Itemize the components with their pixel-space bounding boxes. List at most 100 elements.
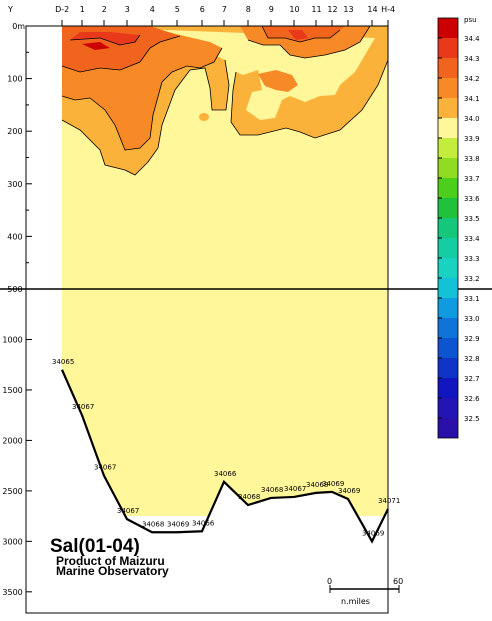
colorbar-label: 32.9 (464, 335, 480, 343)
contour-line-34.2 (61, 47, 223, 151)
depth-axis: 0m 100 200 300 400 1000 1500 2000 2500 3000 3500 50… (2, 22, 32, 597)
colorbar-swatch (438, 378, 458, 398)
colorbar-swatch (438, 258, 458, 278)
bottom-value-label: 34067 (94, 464, 116, 472)
station-axis: D-2 1 2 3 4 5 6 7 8 9 10 11 12 13 14 H-4 (55, 5, 395, 26)
bottom-value-label: 34068 (238, 493, 260, 501)
contour-band-34.4 (70, 30, 308, 45)
colorbar-swatch (438, 38, 458, 58)
contour-band-34.5 (82, 42, 110, 50)
bottom-value-label: 34069 (322, 480, 344, 488)
colorbar-swatch (438, 358, 458, 378)
colorbar-swatch (438, 418, 458, 438)
bottom-value-label: 34068 (142, 520, 164, 528)
colorbar-label: 32.6 (464, 395, 480, 403)
depth-tick-label: 3000 (2, 537, 22, 546)
bottom-profile-line (60, 369, 389, 544)
y-corner-label: Y (7, 5, 13, 14)
station-label: 1 (80, 5, 85, 14)
colorbar-label: 32.7 (464, 375, 480, 383)
station-label: 6 (200, 5, 205, 14)
bottom-value-label: 34067 (72, 403, 94, 411)
colorbar-swatch (438, 178, 458, 198)
seafloor-mask (62, 369, 388, 612)
colorbar-swatch (438, 218, 458, 238)
depth-tick-label: 200 (7, 127, 22, 136)
bottom-value-label: 34068 (306, 481, 328, 489)
station-label: D-2 (55, 5, 69, 14)
colorbar-label: 33.3 (464, 255, 480, 263)
colorbar-swatch (438, 298, 458, 318)
bottom-value-label: 34065 (52, 358, 74, 366)
colorbar-label: 33.7 (464, 175, 480, 183)
scale-bar-unit: n.miles (341, 597, 370, 606)
contour-fills (62, 26, 388, 516)
depth-tick-label: 0m (12, 22, 25, 31)
station-label: 3 (125, 5, 130, 14)
colorbar-label: 33.1 (464, 295, 480, 303)
colorbar-label: 34.2 (464, 75, 480, 83)
contour-line-34.3-east (261, 25, 341, 43)
station-label: 5 (175, 5, 180, 14)
subtitle-line-2: Marine Observatory (56, 564, 169, 578)
subtitle-line-1: Product of Maizuru (56, 554, 165, 568)
colorbar-label: 33.5 (464, 215, 480, 223)
bottom-value-label: 34069 (338, 487, 360, 495)
station-label: 14 (367, 5, 377, 14)
station-label: 12 (327, 5, 337, 14)
station-label: 8 (246, 5, 251, 14)
station-label: 10 (289, 5, 299, 14)
colorbar-label: 33.2 (464, 275, 480, 283)
scale-bar-start: 0 (327, 577, 332, 586)
colorbar-swatch (438, 318, 458, 338)
bottom-value-label: 34068 (261, 486, 283, 494)
colorbar: 34.4 34.3 34.2 34.1 34.0 33.9 33.8 33.7 33.6 33.5… (437, 17, 480, 439)
colorbar-swatch (438, 78, 458, 98)
colorbar-swatch (438, 278, 458, 298)
station-label: 7 (222, 5, 227, 14)
colorbar-label: 34.1 (464, 95, 480, 103)
depth-tick-label: 1500 (2, 386, 22, 395)
scale-bar: 0 60 n.miles (327, 577, 403, 606)
colorbar-swatch (438, 138, 458, 158)
colorbar-swatch (438, 58, 458, 78)
contour-lines (61, 25, 389, 176)
depth-tick-label: 400 (7, 232, 22, 241)
colorbar-label: 32.5 (464, 415, 480, 423)
station-label: 9 (269, 5, 274, 14)
plot-frame (25, 25, 389, 614)
bottom-value-label: 34066 (214, 470, 237, 478)
contour-line-34.2-east (247, 25, 371, 59)
bottom-value-label: 34067 (117, 507, 139, 515)
depth-tick-label: 500 (7, 285, 22, 294)
bottom-value-label: 34069 (167, 520, 189, 528)
station-label: 2 (102, 5, 107, 14)
colorbar-swatch (438, 198, 458, 218)
bottom-value-label: 34067 (284, 485, 306, 493)
depth-tick-label: 300 (7, 180, 22, 189)
station-label: 13 (343, 5, 353, 14)
colorbar-swatch (438, 158, 458, 178)
station-label: H-4 (381, 5, 395, 14)
colorbar-label: 34.4 (464, 35, 480, 43)
colorbar-swatch (438, 18, 458, 38)
colorbar-swatch (438, 398, 458, 418)
colorbar-swatch (438, 118, 458, 138)
contour-line-34.3 (61, 35, 181, 73)
colorbar-label: 33.8 (464, 155, 480, 163)
colorbar-swatch (438, 338, 458, 358)
station-label: 4 (150, 5, 155, 14)
colorbar-label: 33.0 (464, 315, 480, 323)
contour-spot (199, 113, 209, 121)
depth-tick-label: 2000 (2, 436, 22, 445)
depth-tick-label: 2500 (2, 487, 22, 496)
colorbar-swatch (438, 238, 458, 258)
colorbar-unit: psu (464, 16, 477, 24)
colorbar-label: 34.3 (464, 55, 480, 63)
colorbar-label: 33.6 (464, 195, 480, 203)
depth-tick-label: 1000 (2, 335, 22, 344)
bottom-value-label: 34069 (362, 529, 384, 537)
contour-line-34.1 (61, 59, 230, 176)
